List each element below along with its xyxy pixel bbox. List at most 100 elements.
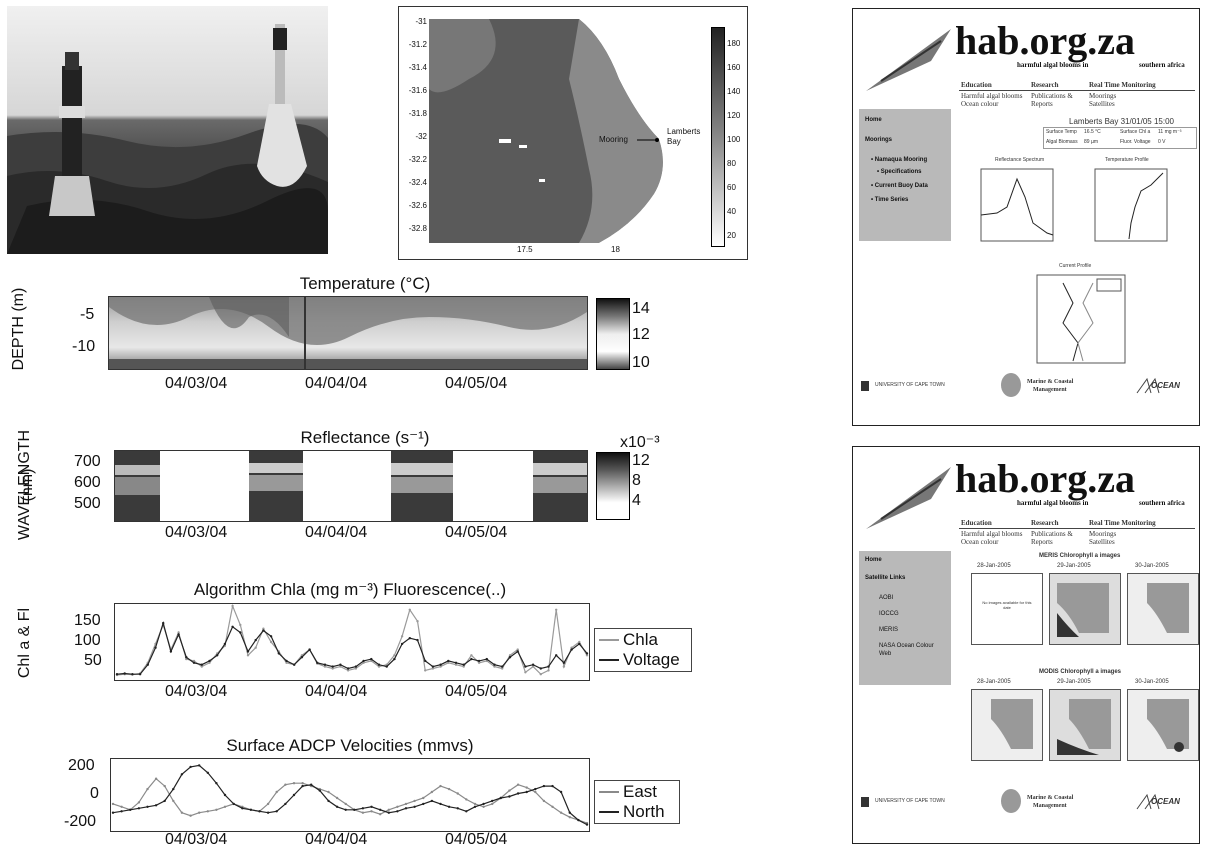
menu-education[interactable]: Education: [961, 519, 992, 527]
nav-item-specifications[interactable]: • Specifications: [877, 169, 922, 175]
table-cell: 16.5 °C: [1084, 129, 1101, 135]
data-point-voltage: [146, 663, 149, 666]
menu-link[interactable]: Harmful algal blooms: [961, 530, 1023, 538]
nav-item-ioccg[interactable]: IOCCG: [879, 611, 899, 617]
meris-image-thumbnail[interactable]: [1049, 573, 1121, 645]
data-point-voltage: [370, 657, 373, 661]
map-y-axis: -31 -31.2 -31.4 -31.6 -31.8 -32 -32.2 -3…: [399, 17, 429, 237]
adcp-y-tick: -200: [64, 813, 97, 830]
reflectance-x-tick: 04/05/04: [445, 524, 508, 541]
menu-link[interactable]: Satellites: [1089, 538, 1115, 546]
reflectance-x-tick: 04/04/04: [305, 524, 368, 541]
station-heading: Lamberts Bay 31/01/05 15:00: [1069, 117, 1174, 126]
nav-item-nasa[interactable]: NASA Ocean Colour: [879, 643, 934, 649]
menu-link[interactable]: Moorings: [1089, 92, 1117, 100]
data-point-voltage: [547, 665, 550, 668]
menu-link[interactable]: Moorings: [1089, 530, 1117, 538]
table-cell: Surface Chl a: [1120, 129, 1151, 135]
image-date: 28-Jan-2005: [977, 679, 1011, 685]
menu-link[interactable]: Reports: [1031, 100, 1053, 108]
data-point-north: [335, 805, 339, 808]
data-point-east: [568, 816, 571, 819]
reflectance-y-tick: 500: [74, 495, 101, 512]
nav-item-time-series[interactable]: • Time Series: [871, 197, 909, 203]
meris-image-thumbnail[interactable]: [1127, 573, 1199, 645]
data-point-north: [111, 811, 115, 814]
menu-research[interactable]: Research: [1031, 81, 1059, 89]
data-point-chla: [254, 646, 257, 649]
chla-x-tick: 04/04/04: [305, 683, 368, 700]
data-point-chla: [547, 669, 550, 672]
nav-item-nasa-web[interactable]: Web: [879, 651, 892, 657]
data-point-chla: [323, 665, 327, 668]
map-y-tick: -31.2: [408, 40, 427, 49]
nav-item-buoy-data[interactable]: • Current Buoy Data: [871, 183, 928, 189]
data-point-voltage: [562, 661, 566, 664]
reflectance-y-tick: 700: [74, 453, 101, 470]
map-cbar-tick: 180: [727, 39, 741, 48]
reflectance-colorbar: [596, 452, 630, 520]
menu-link[interactable]: Reports: [1031, 538, 1053, 546]
nav-item-home[interactable]: Home: [865, 557, 882, 563]
modis-image-thumbnail[interactable]: [1049, 689, 1121, 761]
data-point-east: [525, 786, 528, 789]
nav-item-satellite-links[interactable]: Satellite Links: [865, 575, 906, 581]
data-point-voltage: [185, 656, 188, 659]
data-point-voltage: [385, 665, 388, 668]
data-point-voltage: [246, 650, 250, 653]
data-point-chla: [192, 659, 196, 663]
menu-link[interactable]: Publications &: [1031, 92, 1073, 100]
nav-item-home[interactable]: Home: [865, 117, 882, 123]
menu-monitoring[interactable]: Real Time Monitoring: [1089, 519, 1156, 527]
data-point-north: [379, 808, 382, 811]
data-point-north: [241, 807, 244, 810]
data-point-voltage: [362, 659, 365, 663]
data-point-east: [430, 790, 434, 794]
menu-link[interactable]: Publications &: [1031, 530, 1073, 538]
data-point-east: [361, 811, 365, 814]
data-point-north: [499, 796, 502, 800]
menu-monitoring[interactable]: Real Time Monitoring: [1089, 81, 1156, 89]
data-point-north: [215, 782, 218, 785]
data-point-chla: [477, 661, 481, 664]
reflectance-ylabel-unit: (nm): [19, 468, 36, 502]
data-point-voltage: [501, 665, 504, 668]
data-point-voltage: [138, 673, 142, 676]
nav-item-moorings[interactable]: Moorings: [865, 137, 892, 143]
data-point-north: [258, 810, 261, 813]
data-point-voltage: [377, 663, 381, 666]
chla-title: Algorithm Chla (mg m⁻³) Fluorescence(..): [193, 580, 507, 599]
data-point-voltage: [262, 629, 265, 632]
nav-item-namaqua[interactable]: • Namaqua Mooring: [871, 157, 928, 163]
menu-link[interactable]: Satellites: [1089, 100, 1115, 108]
data-point-north: [249, 808, 253, 811]
modis-image-thumbnail[interactable]: [971, 689, 1043, 761]
data-point-voltage: [323, 663, 327, 666]
data-point-north: [137, 807, 141, 810]
meris-image-missing[interactable]: No images available for this date: [971, 573, 1043, 645]
modis-image-thumbnail[interactable]: [1127, 689, 1199, 761]
menu-education[interactable]: Education: [961, 81, 992, 89]
menu-link[interactable]: Ocean colour: [961, 100, 999, 108]
site-tagline: southern africa: [1139, 61, 1185, 69]
map-cbar-tick: 140: [727, 87, 741, 96]
data-point-north: [585, 823, 589, 826]
data-point-east: [163, 784, 166, 788]
data-point-east: [370, 810, 373, 813]
logo-emblem: [866, 29, 951, 91]
sea-surface-map: -31 -31.2 -31.4 -31.6 -31.8 -32 -32.2 -3…: [398, 6, 748, 260]
data-point-chla: [555, 608, 558, 611]
data-point-east: [439, 784, 442, 788]
data-point-voltage: [123, 672, 126, 675]
data-point-chla: [362, 661, 365, 664]
nav-item-meris[interactable]: MERIS: [879, 627, 899, 633]
nav-item-aobi[interactable]: AOBI: [879, 595, 894, 601]
data-point-chla: [208, 661, 211, 664]
data-point-north: [361, 807, 365, 810]
menu-link[interactable]: Harmful algal blooms: [961, 92, 1023, 100]
menu-link[interactable]: Ocean colour: [961, 538, 999, 546]
menu-research[interactable]: Research: [1031, 519, 1059, 527]
data-point-north: [284, 802, 287, 806]
data-point-chla: [177, 631, 180, 634]
footer-ocean-label: OCEAN: [1151, 797, 1180, 806]
